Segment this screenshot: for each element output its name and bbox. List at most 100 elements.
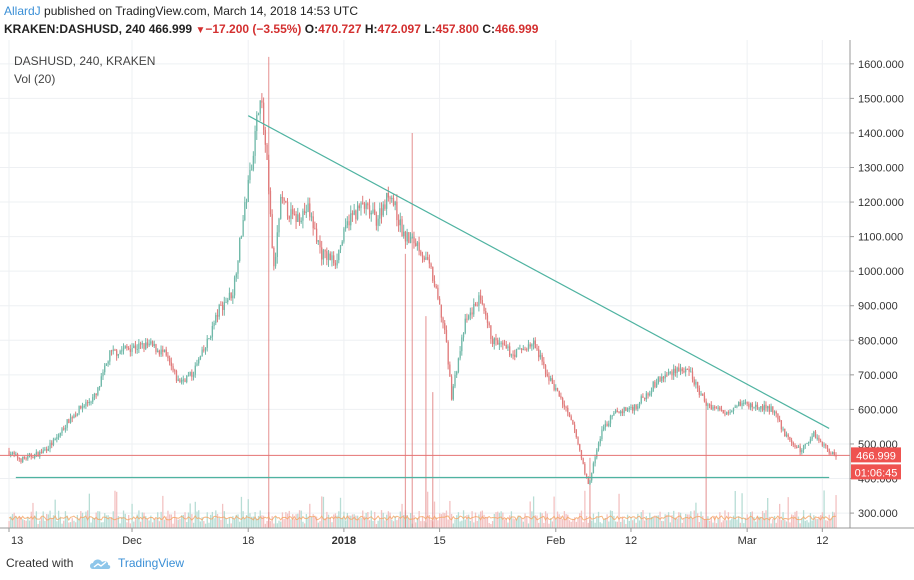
candle-body: [259, 100, 261, 114]
volume-bar: [245, 515, 248, 528]
candle-body: [122, 348, 125, 351]
candle-body: [756, 404, 759, 409]
volume-bar: [539, 512, 542, 528]
volume-bar: [95, 512, 97, 528]
volume-bar: [715, 523, 718, 528]
candle-body: [447, 341, 449, 365]
candle-body: [387, 192, 390, 198]
volume-bar: [409, 513, 412, 528]
candle-body: [367, 203, 369, 206]
volume-bar: [362, 510, 364, 528]
candle-body: [814, 431, 817, 439]
candle-body: [493, 338, 495, 345]
volume-bar: [500, 511, 502, 528]
candle-body: [625, 407, 627, 411]
x-tick-label: 13: [11, 535, 23, 547]
candle-body: [98, 386, 101, 388]
volume-bar: [92, 517, 94, 528]
candle-body: [461, 337, 463, 352]
candle-body: [690, 371, 692, 373]
candle-body: [456, 371, 458, 375]
candle-body: [25, 458, 27, 460]
candle-body: [167, 355, 169, 359]
candle-body: [655, 383, 658, 387]
candle-body: [572, 419, 574, 425]
volume-bar: [290, 519, 292, 528]
volume-bar: [811, 520, 813, 528]
candle-body: [353, 210, 355, 215]
volume-bar: [674, 517, 677, 528]
volume-bar: [562, 518, 564, 528]
price-chart[interactable]: 300.000400.000500.000600.000700.000800.0…: [0, 40, 914, 548]
volume-bar: [611, 510, 613, 528]
candle-body: [801, 450, 803, 453]
author-link[interactable]: AllardJ: [4, 4, 41, 18]
volume-bar: [104, 513, 106, 528]
volume-bar: [256, 518, 258, 528]
candle-body: [459, 351, 461, 359]
candle-body: [131, 347, 133, 352]
volume-bar: [37, 523, 39, 528]
candle-body: [179, 379, 181, 383]
candle-body: [794, 444, 796, 448]
candle-body: [767, 406, 769, 409]
volume-bar: [556, 511, 559, 528]
volume-bar: [45, 514, 48, 528]
volume-bar: [708, 520, 711, 528]
volume-bar: [198, 510, 200, 528]
volume-bar: [345, 520, 347, 528]
candle-body: [264, 129, 267, 145]
volume-bar: [690, 511, 692, 528]
candle-body: [698, 388, 701, 395]
candle-body: [731, 411, 733, 413]
candle-body: [787, 434, 789, 437]
candle-body: [500, 342, 502, 344]
candle-body: [539, 354, 542, 358]
volume-bar: [746, 514, 748, 528]
time-axis[interactable]: 13 Dec 18 2018 15 Feb 12 Mar 12: [8, 528, 828, 547]
candle-body: [661, 376, 663, 382]
drawn-lines[interactable]: [0, 115, 850, 479]
candle-body: [40, 451, 43, 454]
candle-body: [666, 374, 668, 376]
candle-body: [543, 361, 545, 366]
candle-body: [601, 429, 603, 439]
volume-bar: [773, 515, 776, 528]
volume-bar: [775, 522, 777, 528]
candle-body: [450, 376, 453, 400]
candle-body: [673, 368, 675, 376]
volume-bar: [522, 521, 525, 528]
volume-bar: [117, 516, 120, 528]
volume-bar: [102, 522, 104, 528]
volume-bar: [744, 517, 747, 528]
volume-bar: [642, 510, 644, 528]
candle-body: [538, 349, 540, 358]
candle-body: [64, 427, 67, 430]
volume-bar: [609, 510, 612, 528]
volume-bar: [666, 514, 668, 528]
volume-bar: [169, 514, 171, 528]
y-tick-label: 600.000: [858, 404, 898, 416]
candle-body: [589, 480, 591, 484]
candle-body: [203, 349, 205, 351]
candle-body: [333, 255, 335, 263]
volume-bar: [228, 517, 231, 528]
tradingview-brand-link[interactable]: TradingView: [118, 556, 185, 570]
volume-bar: [799, 523, 801, 528]
volume-bar: [490, 523, 492, 528]
candle-body: [177, 379, 179, 381]
volume-bar: [676, 518, 678, 528]
volume-bar: [546, 513, 548, 528]
volume-bar: [158, 521, 161, 528]
volume-bar: [515, 519, 518, 528]
candle-body: [356, 205, 359, 220]
volume-bar: [618, 493, 620, 528]
candle-body: [828, 448, 830, 454]
candle-body: [760, 406, 762, 409]
legend-symbol: DASHUSD, 240, KRAKEN: [14, 54, 155, 68]
candle-body: [560, 396, 562, 399]
plot-area[interactable]: [0, 40, 850, 528]
volume-bar: [257, 515, 260, 528]
candle-body: [782, 428, 784, 430]
volume-bar: [244, 518, 246, 528]
